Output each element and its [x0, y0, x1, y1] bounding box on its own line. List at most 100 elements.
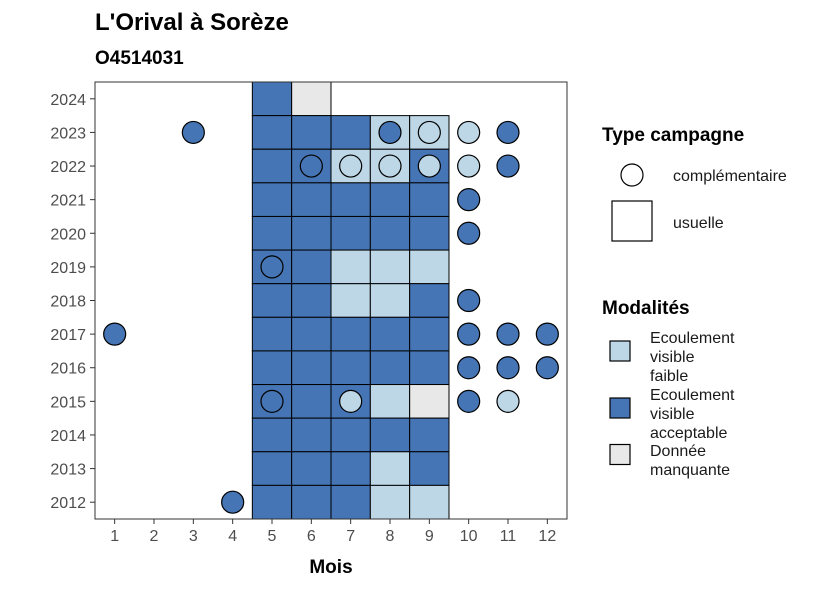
tile-2015-9	[409, 384, 450, 419]
legend-modalite-label: Ecoulement	[650, 387, 735, 404]
tile-2015-6	[291, 384, 332, 419]
complementary-campaign-points	[103, 120, 559, 514]
x-tick-label: 8	[386, 528, 395, 545]
tile-2019-7	[330, 249, 371, 285]
chart-title: L'Orival à Sorèze	[95, 9, 289, 36]
legend-modalite-label: faible	[650, 368, 688, 385]
legend-modalite-label: visible	[650, 406, 695, 423]
point-2020-10	[457, 221, 481, 245]
tile-2013-8	[369, 451, 411, 486]
legend-circle-icon	[620, 163, 644, 187]
legend-swatch-acceptable	[609, 397, 631, 419]
tile-2019-9	[409, 249, 450, 285]
x-tick-label: 6	[307, 528, 316, 545]
point-2016-10	[457, 356, 481, 380]
tile-2012-6	[291, 484, 332, 520]
x-tick-label: 1	[110, 528, 119, 545]
y-tick-label: 2022	[50, 159, 86, 176]
tile-2016-7	[330, 350, 371, 386]
point-2017-10	[457, 322, 481, 346]
x-axis: 1 2 3 4 5 6 7 8 9 10 11 12	[110, 519, 556, 545]
point-2015-5	[260, 389, 284, 413]
tile-2014-8	[369, 417, 411, 453]
tile-2017-5	[251, 316, 293, 352]
point-2022-7	[339, 154, 363, 178]
legend-type-label-complementaire: complémentaire	[673, 168, 787, 185]
tile-2023-7	[330, 115, 371, 150]
tile-2018-5	[251, 283, 293, 318]
y-tick-label: 2019	[50, 260, 86, 277]
legend-modalite-label: Ecoulement	[650, 330, 735, 347]
y-tick-label: 2018	[50, 294, 86, 311]
y-tick-label: 2013	[50, 462, 86, 479]
legend-square-icon	[611, 200, 653, 242]
tile-2017-9	[409, 316, 450, 352]
point-2022-9	[417, 154, 441, 178]
tile-2014-9	[409, 417, 450, 453]
y-tick-label: 2023	[50, 125, 86, 142]
x-tick-label: 4	[228, 528, 237, 545]
tile-2022-5	[251, 148, 293, 184]
tile-2012-8	[369, 484, 411, 520]
point-2016-11	[496, 356, 520, 380]
point-2017-1	[103, 322, 127, 346]
tile-2021-6	[291, 182, 332, 217]
plot-panel	[94, 81, 568, 520]
tile-2021-9	[409, 182, 450, 217]
x-tick-label: 2	[150, 528, 159, 545]
point-2022-10	[457, 154, 481, 178]
tile-2016-6	[291, 350, 332, 386]
tile-2013-5	[251, 451, 293, 486]
x-tick-label: 5	[268, 528, 277, 545]
tile-2012-5	[251, 484, 293, 520]
legend-type-campagne: Type campagne complémentaire usuelle	[602, 125, 787, 242]
point-2021-10	[457, 188, 481, 212]
tile-2020-7	[330, 215, 371, 251]
point-2022-8	[378, 154, 402, 178]
tile-2020-9	[409, 215, 450, 251]
point-2023-8	[378, 120, 402, 145]
tile-2012-7	[330, 484, 371, 520]
tile-2016-5	[251, 350, 293, 386]
tile-2019-6	[291, 249, 332, 285]
legend-modalites: Modalités Ecoulement visible faible Ecoulem…	[602, 298, 735, 479]
tile-2020-5	[251, 215, 293, 251]
point-2023-3	[181, 120, 205, 145]
y-tick-label: 2017	[50, 327, 86, 344]
tile-2014-6	[291, 417, 332, 453]
legend-modalite-label: manquante	[650, 462, 730, 479]
point-2015-10	[457, 389, 481, 413]
tile-2024-6	[291, 81, 332, 117]
y-tick-label: 2014	[50, 428, 86, 445]
y-axis: 2012 2013 2014 2015 2016 2017 2018 2019 2020 2021…	[50, 92, 95, 512]
point-2016-12	[535, 356, 559, 380]
tile-2013-7	[330, 451, 371, 486]
x-tick-label: 9	[425, 528, 434, 545]
y-tick-label: 2012	[50, 495, 86, 512]
usual-campaign-tiles	[251, 81, 450, 520]
y-tick-label: 2021	[50, 193, 86, 210]
tile-2018-9	[409, 283, 450, 318]
point-2023-9	[417, 120, 441, 145]
tile-2021-7	[330, 182, 371, 217]
legend-swatch-faible	[609, 340, 631, 362]
legend-modalite-label: Donnée	[650, 443, 706, 460]
tile-2020-8	[369, 215, 411, 251]
x-axis-title: Mois	[309, 557, 352, 578]
legend-modalites-title: Modalités	[602, 298, 690, 319]
point-2017-11	[496, 322, 520, 346]
point-2022-6	[299, 154, 323, 178]
tile-2017-7	[330, 316, 371, 352]
legend-modalite-label: visible	[650, 349, 695, 366]
tile-2016-8	[369, 350, 411, 386]
point-2019-5	[260, 255, 284, 279]
legend-swatch-manquante	[609, 443, 631, 466]
tile-2018-7	[330, 283, 371, 318]
tile-2024-5	[251, 81, 293, 117]
point-2023-11	[496, 120, 520, 145]
tile-2023-5	[251, 115, 293, 150]
point-2015-11	[496, 389, 520, 413]
tile-2017-8	[369, 316, 411, 352]
tile-2014-7	[330, 417, 371, 453]
